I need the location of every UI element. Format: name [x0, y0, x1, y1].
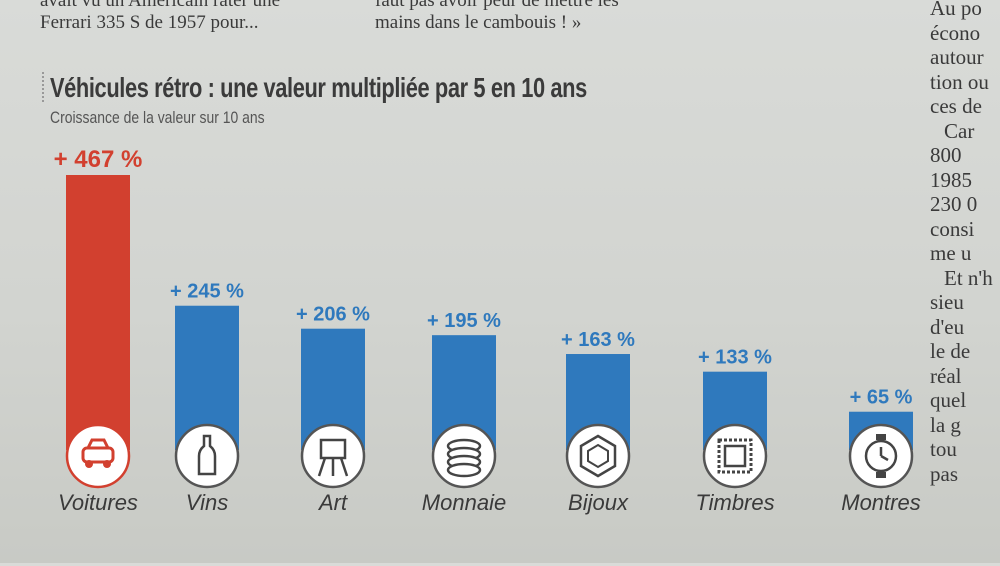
category-label: Montres [841, 490, 920, 515]
side-column-line: Car [944, 118, 975, 143]
side-column-line: ces de [930, 94, 982, 118]
side-column-line: 230 0 [930, 192, 978, 216]
value-label: + 206 % [296, 304, 370, 326]
side-column-line: tion ou [930, 69, 989, 94]
side-column-line: tou [930, 437, 957, 461]
category-label: Bijoux [568, 490, 629, 515]
category-label: Monnaie [422, 490, 506, 515]
car-icon [81, 438, 115, 468]
icon-badge [300, 423, 366, 489]
stamp-icon [717, 438, 753, 474]
side-column-line: autour [930, 45, 984, 69]
wine-bottle-icon [197, 434, 217, 476]
value-label: + 133 % [698, 347, 772, 369]
side-column-line: écono [930, 20, 981, 45]
category-label: Vins [186, 490, 228, 515]
icon-badge [65, 423, 131, 489]
article-side-column: Au po écono autour tion ou ces de Car 800 1985 2… [930, 0, 1000, 566]
title-marker [42, 72, 48, 102]
icon-badge [702, 423, 768, 489]
article-snippet-left-2: Ferrari 335 S de 1957 pour... [40, 12, 259, 33]
side-column-line: d'eu [930, 314, 965, 339]
side-column-line: le de [930, 339, 971, 363]
value-label: + 65 % [850, 387, 913, 409]
value-label: + 195 % [427, 310, 501, 332]
watch-icon [864, 434, 898, 478]
side-column-line: 800 [930, 143, 962, 167]
side-column-line: sieu [930, 290, 964, 314]
chart-subtitle: Croissance de la valeur sur 10 ans [50, 108, 265, 127]
side-column-line: consi [930, 216, 975, 241]
side-column-line: me u [930, 241, 972, 265]
side-column-line: pas [930, 461, 958, 486]
icon-badge [565, 423, 631, 489]
article-snippet-left-1: avait vu un Américain rater une [40, 0, 281, 11]
easel-icon [317, 438, 349, 477]
value-label: + 467 % [54, 146, 143, 173]
category-label: Timbres [695, 490, 774, 515]
icon-badge [174, 423, 240, 489]
side-column-line: réal [930, 363, 962, 388]
side-column-line: la g [930, 412, 961, 437]
bar-voitures [66, 175, 130, 450]
side-column-line: quel [930, 388, 967, 412]
side-column-line: Au po [930, 0, 982, 20]
category-label: Voitures [58, 490, 138, 515]
coins-icon [446, 438, 482, 478]
chart-title: Véhicules rétro : une valeur multipliée … [50, 72, 587, 103]
value-label: + 163 % [561, 329, 635, 351]
category-label: Art [317, 490, 348, 515]
side-column-line: Et n'h [944, 265, 993, 290]
article-snippet-right-2: mains dans le cambouis ! » [375, 12, 582, 33]
side-column-line: 1985 [930, 167, 972, 192]
gem-icon [579, 434, 617, 478]
article-snippet-right-1: faut pas avoir peur de mettre les [375, 0, 619, 11]
value-label: + 245 % [170, 281, 244, 303]
